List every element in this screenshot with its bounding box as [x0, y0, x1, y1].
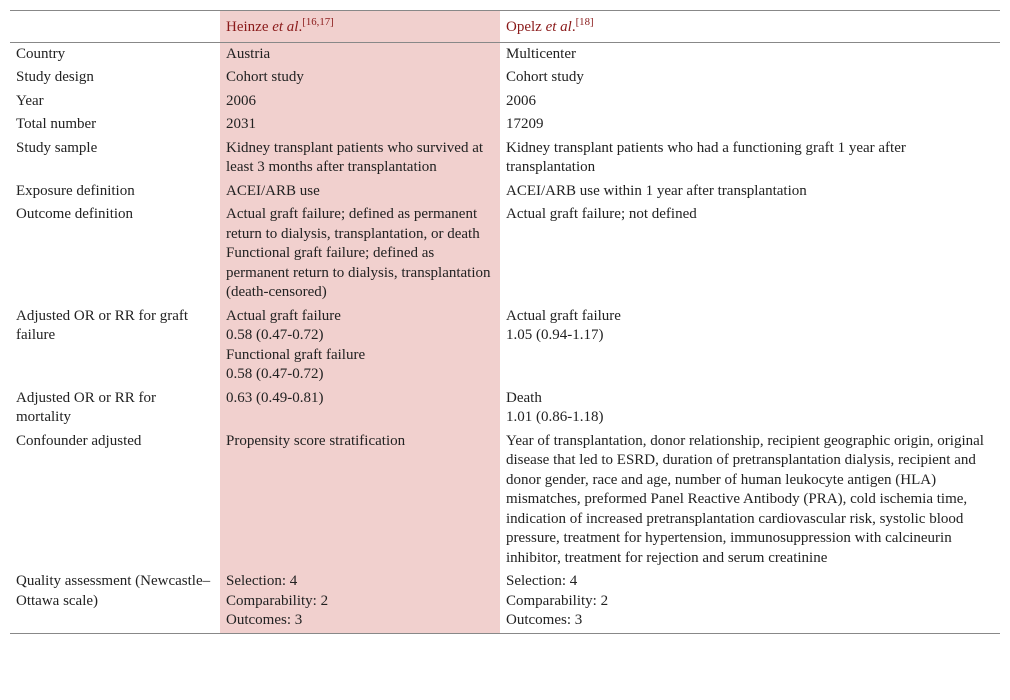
cell-opelz: Year of transplantation, donor relations… — [500, 430, 1000, 571]
cell-opelz: Kidney transplant patients who had a fun… — [500, 137, 1000, 180]
table-row: Study sampleKidney transplant patients w… — [10, 137, 1000, 180]
cell-opelz: Multicenter — [500, 42, 1000, 66]
cell-heinze: Actual graft failure0.58 (0.47-0.72)Func… — [220, 305, 500, 387]
cell-heinze: 2006 — [220, 90, 500, 114]
cell-opelz: Selection: 4Comparability: 2Outcomes: 3 — [500, 570, 1000, 633]
cell-opelz: Actual graft failure1.05 (0.94-1.17) — [500, 305, 1000, 387]
header-opelz: Opelz et al.[18] — [500, 11, 1000, 43]
row-label: Exposure definition — [10, 180, 220, 204]
cell-opelz: ACEI/ARB use within 1 year after transpl… — [500, 180, 1000, 204]
table-row: Exposure definitionACEI/ARB useACEI/ARB … — [10, 180, 1000, 204]
cell-heinze: Cohort study — [220, 66, 500, 90]
cell-heinze: Actual graft failure; defined as permane… — [220, 203, 500, 305]
cell-heinze: Propensity score stratification — [220, 430, 500, 571]
table-row: Quality assessment (Newcastle–Ottawa sca… — [10, 570, 1000, 633]
cell-opelz: Death1.01 (0.86-1.18) — [500, 387, 1000, 430]
row-label: Study design — [10, 66, 220, 90]
table-row: Adjusted OR or RR for mortality0.63 (0.4… — [10, 387, 1000, 430]
cell-heinze: Kidney transplant patients who survived … — [220, 137, 500, 180]
row-label: Quality assessment (Newcastle–Ottawa sca… — [10, 570, 220, 633]
table-row: Study designCohort studyCohort study — [10, 66, 1000, 90]
table-row: CountryAustriaMulticenter — [10, 42, 1000, 66]
cell-heinze: 0.63 (0.49-0.81) — [220, 387, 500, 430]
row-label: Adjusted OR or RR for graft failure — [10, 305, 220, 387]
table-body: CountryAustriaMulticenterStudy designCoh… — [10, 42, 1000, 633]
cell-opelz: 17209 — [500, 113, 1000, 137]
cell-heinze: 2031 — [220, 113, 500, 137]
row-label: Year — [10, 90, 220, 114]
row-label: Study sample — [10, 137, 220, 180]
cell-opelz: Cohort study — [500, 66, 1000, 90]
comparison-table: Heinze et al.[16,17] Opelz et al.[18] Co… — [10, 10, 1000, 634]
cell-heinze: Selection: 4Comparability: 2Outcomes: 3 — [220, 570, 500, 633]
row-label: Total number — [10, 113, 220, 137]
table-row: Year20062006 — [10, 90, 1000, 114]
table-row: Confounder adjustedPropensity score stra… — [10, 430, 1000, 571]
row-label: Adjusted OR or RR for mortality — [10, 387, 220, 430]
header-heinze: Heinze et al.[16,17] — [220, 11, 500, 43]
header-empty — [10, 11, 220, 43]
cell-heinze: Austria — [220, 42, 500, 66]
table-row: Adjusted OR or RR for graft failureActua… — [10, 305, 1000, 387]
table-header-row: Heinze et al.[16,17] Opelz et al.[18] — [10, 11, 1000, 43]
cell-opelz: 2006 — [500, 90, 1000, 114]
cell-opelz: Actual graft failure; not defined — [500, 203, 1000, 305]
table-row: Outcome definitionActual graft failure; … — [10, 203, 1000, 305]
table-row: Total number203117209 — [10, 113, 1000, 137]
row-label: Country — [10, 42, 220, 66]
cell-heinze: ACEI/ARB use — [220, 180, 500, 204]
row-label: Confounder adjusted — [10, 430, 220, 571]
row-label: Outcome definition — [10, 203, 220, 305]
